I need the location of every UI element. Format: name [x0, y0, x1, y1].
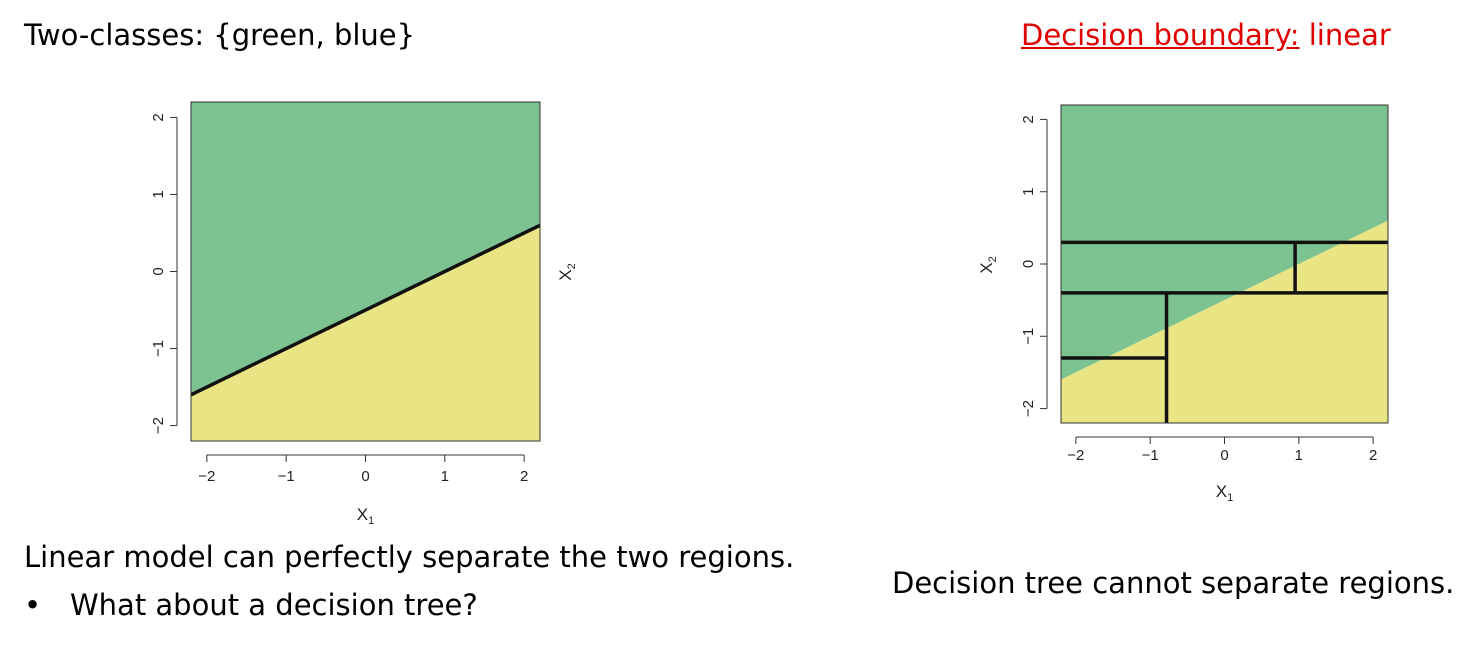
y-tick-label: −2: [1020, 400, 1037, 417]
y-tick-label: −1: [1020, 328, 1037, 345]
y-tick-label: 1: [150, 190, 167, 198]
slide-title-left: Two-classes: {green, blue}: [24, 18, 416, 52]
x-tick-label: 2: [520, 468, 528, 485]
x-tick-label: 1: [441, 468, 449, 485]
y-axis-title: X2: [977, 256, 999, 273]
bullet-text: What about a decision tree?: [70, 588, 478, 622]
y-tick-label: −2: [150, 417, 167, 434]
yellow-region: [1061, 220, 1388, 423]
decision-boundary-line: [190, 223, 541, 397]
caption-right: Decision tree cannot separate regions.: [892, 566, 1455, 600]
x-axis-title: X1: [1216, 482, 1233, 504]
y-tick-label: −1: [150, 340, 167, 357]
bullet-item: • What about a decision tree?: [24, 588, 478, 622]
y-tick-label: 2: [150, 113, 167, 121]
bullet-icon: •: [24, 588, 42, 622]
x-axis-title: X1: [357, 505, 374, 527]
chart-2: −2 −1 0 1 2 −2 −1 0 1 2 X1 X2: [977, 104, 1389, 504]
slide-title-right: Decision boundary: linear: [1021, 18, 1391, 52]
x-tick-label: 1: [1295, 447, 1303, 464]
x-tick-label: −1: [278, 468, 295, 485]
chart-1: −2 −1 0 1 2 −2 −1 0 1 2 X1 X2: [150, 101, 578, 527]
x-tick-label: 0: [1220, 447, 1228, 464]
y-tick-label: 2: [1020, 115, 1037, 123]
yellow-region: [191, 225, 540, 441]
caption-left: Linear model can perfectly separate the …: [24, 540, 795, 574]
plot-frame: [190, 101, 541, 442]
x-tick-label: −1: [1142, 447, 1159, 464]
x-tick-label: 2: [1369, 447, 1377, 464]
y-axis-title: X2: [556, 263, 578, 280]
x-tick-label: −2: [1067, 447, 1084, 464]
y-tick-label: 0: [1020, 260, 1037, 268]
x-tick-label: −2: [198, 468, 215, 485]
plot-frame: [1060, 104, 1389, 424]
title-right-underlined: Decision boundary:: [1021, 18, 1300, 52]
y-tick-label: 0: [150, 267, 167, 275]
green-region: [191, 102, 540, 395]
y-tick-label: 1: [1020, 188, 1037, 196]
title-right-rest: linear: [1299, 18, 1391, 52]
x-tick-label: 0: [361, 468, 369, 485]
